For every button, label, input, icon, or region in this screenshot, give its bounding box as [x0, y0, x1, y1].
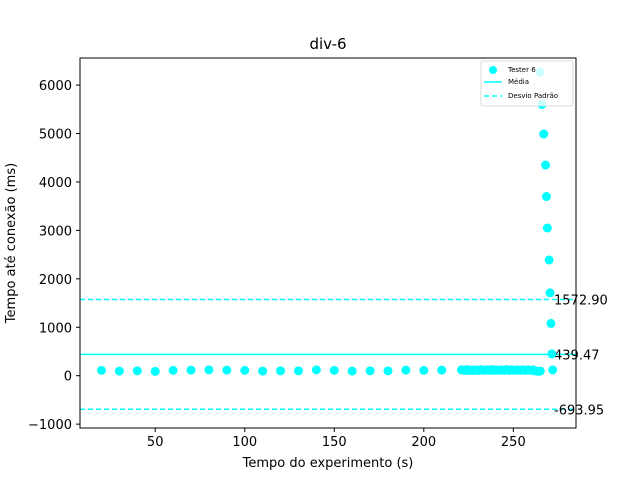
y-tick-label: 4000 — [39, 176, 72, 191]
x-tick-label: 50 — [147, 435, 164, 450]
legend-box — [480, 60, 574, 107]
data-point — [311, 365, 321, 375]
data-point — [186, 365, 196, 375]
data-point — [541, 192, 551, 202]
mean-value-label: 439.47 — [554, 348, 600, 363]
data-point — [114, 366, 124, 376]
data-point — [168, 365, 178, 375]
data-point — [535, 366, 545, 376]
data-point — [222, 365, 232, 375]
data-point — [96, 365, 106, 375]
x-tick-label: 100 — [232, 435, 257, 450]
legend: Tester 6 Média Desvio Padrão — [480, 60, 574, 107]
data-point — [329, 365, 339, 375]
data-point — [150, 366, 160, 376]
y-tick-label: −1000 — [28, 418, 72, 433]
data-point — [132, 366, 142, 376]
data-point — [548, 365, 558, 375]
data-point — [547, 349, 557, 359]
data-point — [240, 365, 250, 375]
data-point — [545, 288, 555, 298]
data-point — [539, 129, 549, 139]
y-axis-ticks: −1000 0 1000 2000 3000 4000 5000 6000 — [28, 79, 80, 433]
legend-label-tester: Tester 6 — [507, 66, 536, 74]
x-axis-label: Tempo do experimento (s) — [242, 456, 414, 471]
legend-marker-tester — [489, 66, 497, 74]
data-point — [276, 366, 286, 376]
data-point — [293, 366, 303, 376]
x-tick-label: 150 — [322, 435, 347, 450]
std-dev-value-label: -693.95 — [554, 403, 604, 418]
x-tick-label: 250 — [501, 435, 526, 450]
data-point — [544, 255, 554, 265]
plot-area: 439.47 1572.90 -693.95 — [80, 67, 608, 418]
legend-label-mean: Média — [508, 78, 529, 86]
axes-frame — [79, 57, 577, 429]
data-point — [541, 160, 551, 170]
y-tick-label: 3000 — [39, 224, 72, 239]
data-point — [546, 318, 556, 328]
legend-label-std: Desvio Padrão — [508, 92, 558, 100]
data-point — [419, 365, 429, 375]
y-tick-label: 1000 — [39, 321, 72, 336]
data-point — [365, 366, 375, 376]
x-tick-label: 200 — [411, 435, 436, 450]
y-tick-label: 6000 — [39, 79, 72, 94]
data-point — [401, 365, 411, 375]
chart-title: div-6 — [309, 35, 346, 53]
data-point — [347, 366, 357, 376]
y-tick-label: 5000 — [39, 128, 72, 143]
y-tick-label: 0 — [64, 370, 72, 385]
data-point — [258, 366, 268, 376]
std-dev-value-label: 1572.90 — [554, 294, 608, 309]
data-point — [204, 365, 214, 375]
x-axis-ticks: 50 100 150 200 250 — [147, 428, 526, 450]
y-tick-label: 2000 — [39, 273, 72, 288]
data-point — [437, 365, 447, 375]
data-point — [542, 223, 552, 233]
y-axis-label: Tempo até conexão (ms) — [4, 163, 19, 324]
data-point — [383, 366, 393, 376]
